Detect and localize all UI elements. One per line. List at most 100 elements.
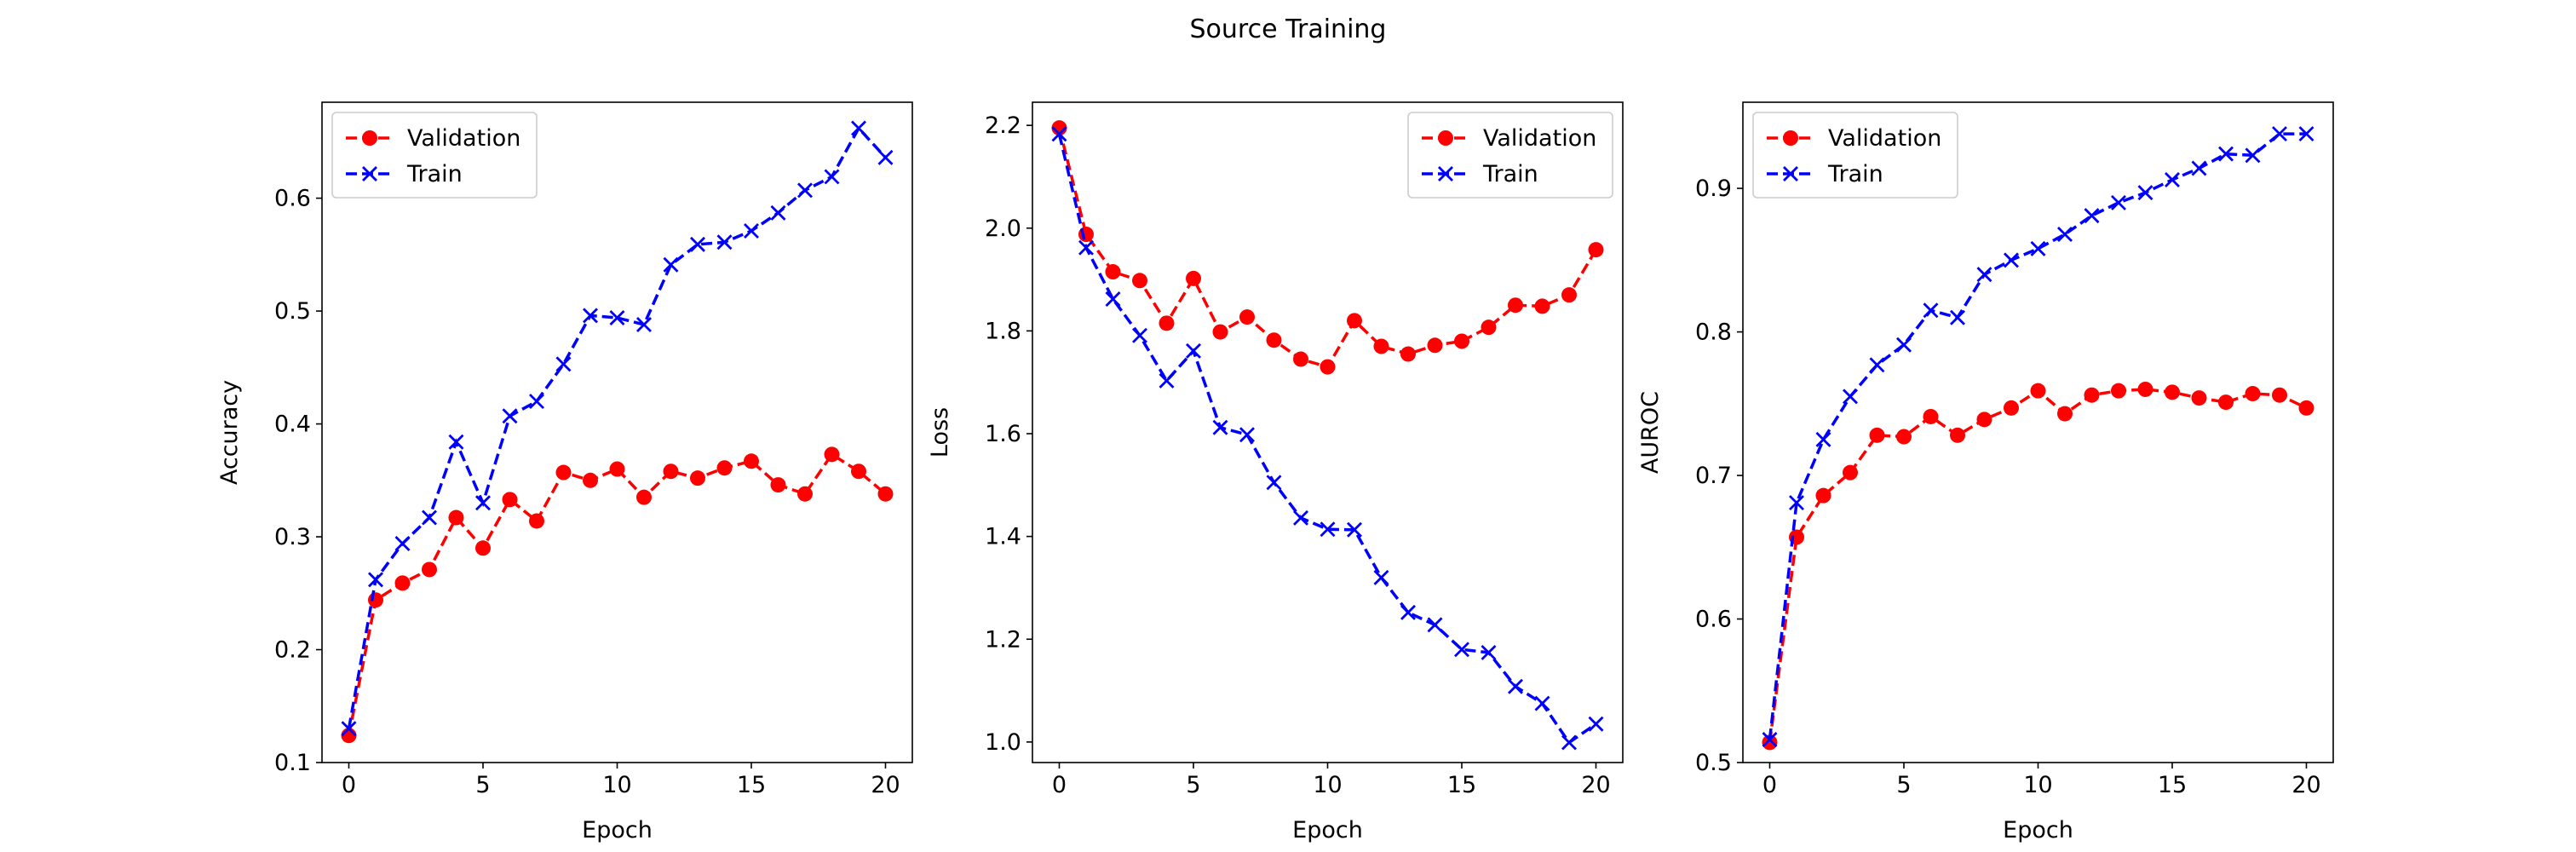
validation-point [2004,400,2019,416]
train-point [529,394,544,410]
validation-point [2137,381,2153,397]
validation-point [1843,464,1858,481]
validation-point [2191,390,2207,406]
train-legend-marker [1438,166,1453,181]
validation-point [1159,315,1175,331]
train-point [877,149,894,165]
y-axis-label: Loss [927,407,953,458]
train-point [1762,732,1778,748]
train-point [1427,617,1443,633]
y-tick-label: 0.6 [274,186,311,212]
train-point [1815,431,1831,447]
validation-point [1347,313,1362,329]
validation-point [1186,270,1201,286]
train-series-line [347,125,887,729]
legend-box [331,112,538,199]
y-tick-label: 0.8 [1695,320,1732,346]
train-point [2030,240,2046,256]
legend: Validation Train [1407,112,1613,199]
legend-box [1407,112,1613,199]
validation-legend-marker [362,130,377,146]
y-tick-label: 0.5 [1695,750,1732,776]
validation-point [1508,297,1523,314]
train-point [448,434,464,450]
validation-point [2218,394,2234,411]
validation-point [529,513,544,529]
validation-point [394,575,411,591]
validation-series-line [347,452,887,736]
validation-point [1534,298,1550,314]
train-point [583,308,598,324]
x-tick-label: 15 [1447,772,1476,798]
train-point [2218,146,2234,162]
validation-legend-label: Validation [1483,125,1596,152]
validation-point [2084,387,2100,403]
train-point [2165,171,2180,187]
validation-point [1950,427,1965,443]
train-point [394,536,411,551]
validation-legend-marker [1438,130,1453,146]
y-tick-label: 0.6 [1695,607,1732,633]
train-point [824,169,840,185]
validation-point [716,460,733,476]
figure-title: Source Training [1190,14,1387,44]
subplot-2: 0 5 10 15 20 1.0 1.2 1.4 1.6 1.8 2.0 2.2 Epoch Loss Va… [927,101,1624,843]
y-tick-label: 1.6 [985,421,1021,447]
train-point [1976,267,1992,283]
train-point [1266,475,1282,491]
y-tick-label: 0.7 [1695,463,1732,489]
train-point [609,310,625,326]
train-point [1347,521,1362,538]
train-point [744,223,759,239]
validation-point [475,540,491,556]
train-point [2084,208,2100,224]
x-tick-label: 20 [1581,772,1610,798]
y-axis-label: Accuracy [216,380,243,485]
validation-point [1212,324,1228,340]
y-tick-label: 1.8 [985,318,1021,344]
validation-point [1239,309,1255,325]
y-tick-label: 0.9 [1695,176,1732,202]
validation-point [663,463,679,480]
validation-point [448,509,464,526]
x-axis-label: Epoch [2003,817,2073,843]
validation-point [636,489,652,505]
validation-point [1454,333,1469,349]
validation-point [422,561,437,578]
train-point [1239,427,1255,443]
validation-point [1105,264,1121,280]
validation-point [1923,408,1939,424]
validation-point [368,592,383,608]
train-point [1843,389,1858,405]
validation-point [824,446,840,463]
y-tick-label: 0.1 [274,750,311,776]
train-point [2111,194,2126,210]
train-point [1896,337,1912,353]
validation-point [2165,384,2180,400]
validation-point [744,453,759,469]
validation-point [1896,429,1912,445]
x-axis-label: Epoch [1292,817,1363,843]
subplot-3: 0 5 10 15 20 0.5 0.6 0.7 0.8 0.9 Epoch AUROC Validat… [1637,101,2334,843]
validation-point [1400,346,1416,362]
y-tick-label: 2.2 [985,112,1021,139]
train-point [1105,291,1121,307]
train-point [1454,642,1469,658]
legend: Validation Train [1752,112,1958,199]
train-point [851,120,866,136]
validation-point [2298,400,2314,416]
train-point [2004,252,2019,268]
train-point [1561,734,1577,751]
y-tick-label: 0.5 [274,298,311,325]
train-point [2057,227,2073,242]
validation-point [1869,427,1885,443]
train-point [1400,604,1416,620]
x-tick-label: 20 [871,772,900,798]
train-point [2191,160,2207,176]
x-tick-label: 5 [475,772,490,798]
x-tick-label: 10 [602,772,631,798]
x-tick-label: 10 [2023,772,2052,798]
train-point [2298,126,2314,142]
validation-legend-marker [1783,130,1798,146]
validation-point [502,492,518,508]
